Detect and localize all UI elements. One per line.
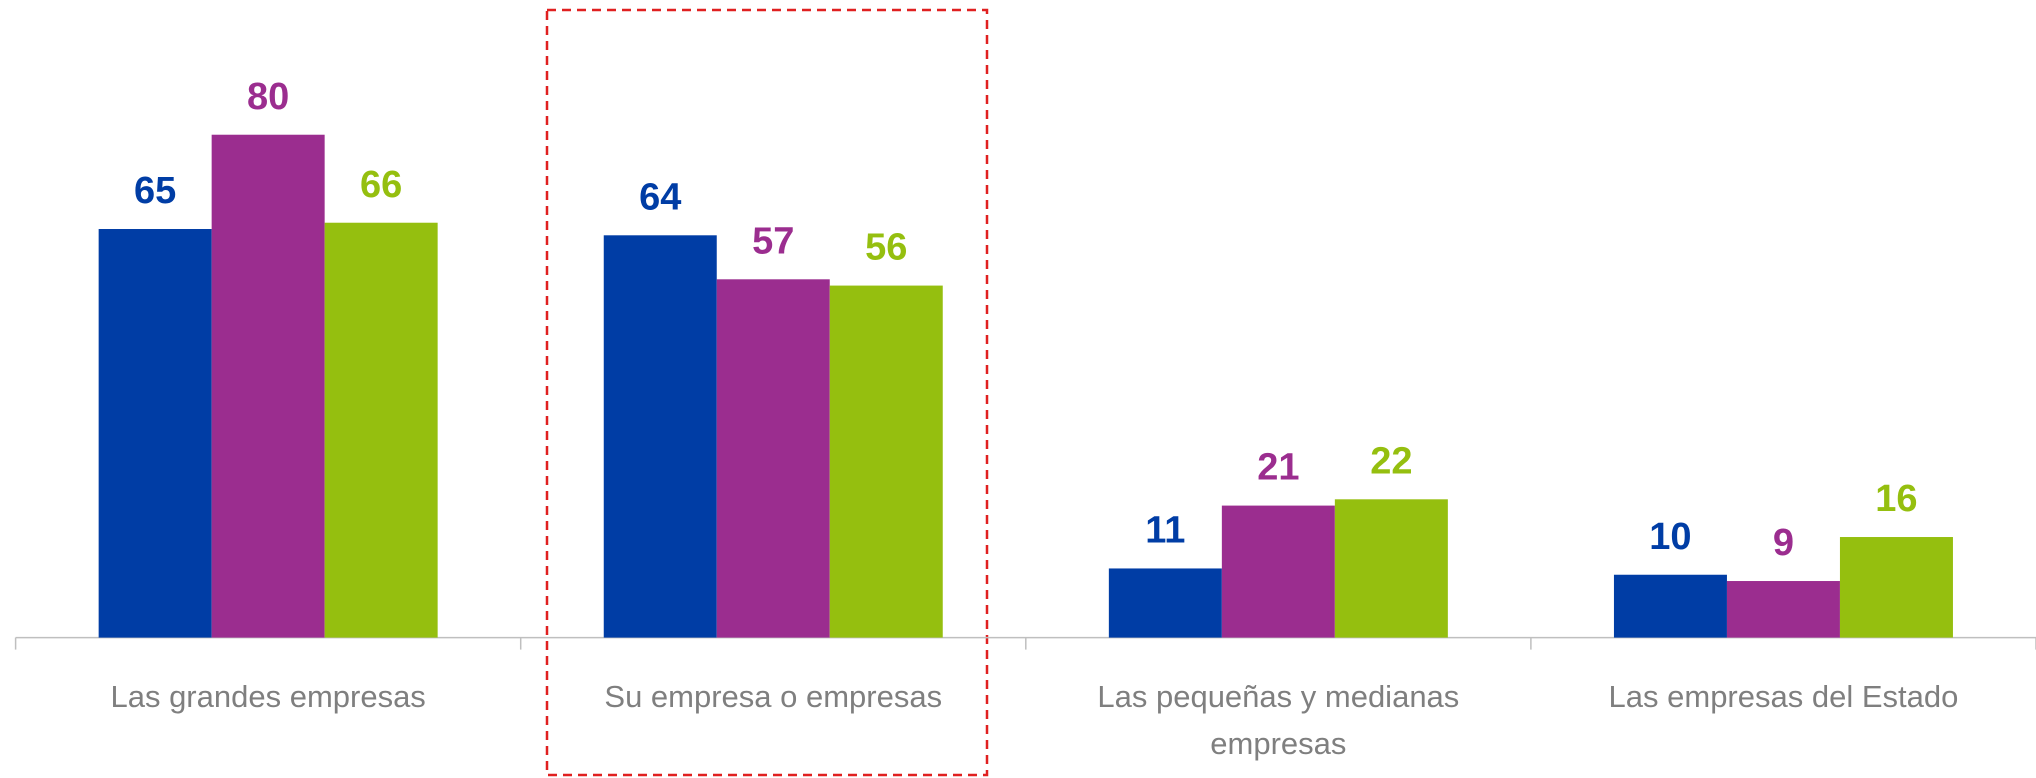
bar <box>211 134 325 638</box>
x-tick-label: Las pequeñas y medianas empresas <box>1097 678 1460 761</box>
bar <box>1334 499 1448 638</box>
value-label: 10 <box>1649 516 1691 558</box>
value-label: 11 <box>1145 509 1185 551</box>
value-label: 80 <box>247 76 289 118</box>
bar <box>829 285 943 638</box>
bar <box>1839 537 1953 638</box>
bar <box>1108 568 1222 638</box>
x-tick-label: Las grandes empresas <box>110 678 426 714</box>
value-label: 64 <box>639 176 681 218</box>
bar <box>98 229 212 638</box>
bar <box>1613 574 1727 638</box>
bar <box>1726 581 1840 638</box>
value-label: 56 <box>865 227 907 269</box>
bar <box>603 235 717 638</box>
bar <box>1221 505 1335 638</box>
value-label: 66 <box>360 164 402 206</box>
value-label: 22 <box>1370 440 1412 482</box>
value-label: 57 <box>752 220 794 262</box>
highlight-box <box>545 8 989 777</box>
bar <box>716 279 830 638</box>
bar <box>324 222 438 638</box>
value-label: 9 <box>1773 522 1794 564</box>
value-label: 21 <box>1257 447 1299 489</box>
value-label: 65 <box>134 170 176 212</box>
x-tick-label: Las empresas del Estado <box>1608 678 1959 714</box>
value-label: 16 <box>1875 478 1917 520</box>
x-tick-label: Su empresa o empresas <box>604 678 943 714</box>
